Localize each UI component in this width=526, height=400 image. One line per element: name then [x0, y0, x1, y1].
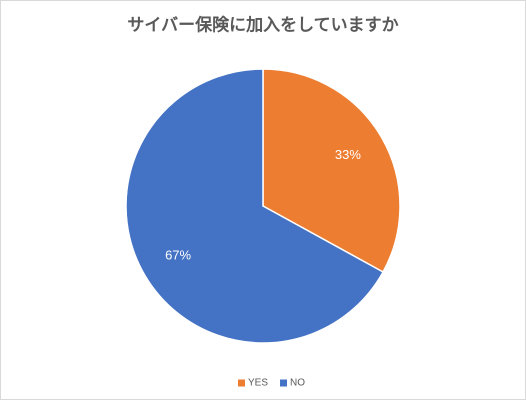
- pie-slice: [125, 68, 385, 344]
- legend-swatch: [280, 379, 288, 387]
- legend-label: YES: [248, 378, 268, 389]
- legend-label: NO: [290, 378, 305, 389]
- data-label: 33%: [335, 147, 361, 162]
- pie-slice: [262, 68, 401, 274]
- data-label: 67%: [165, 248, 191, 263]
- chart-title: サイバー保険に加入をしていますか: [127, 14, 398, 34]
- legend-swatch: [238, 379, 245, 387]
